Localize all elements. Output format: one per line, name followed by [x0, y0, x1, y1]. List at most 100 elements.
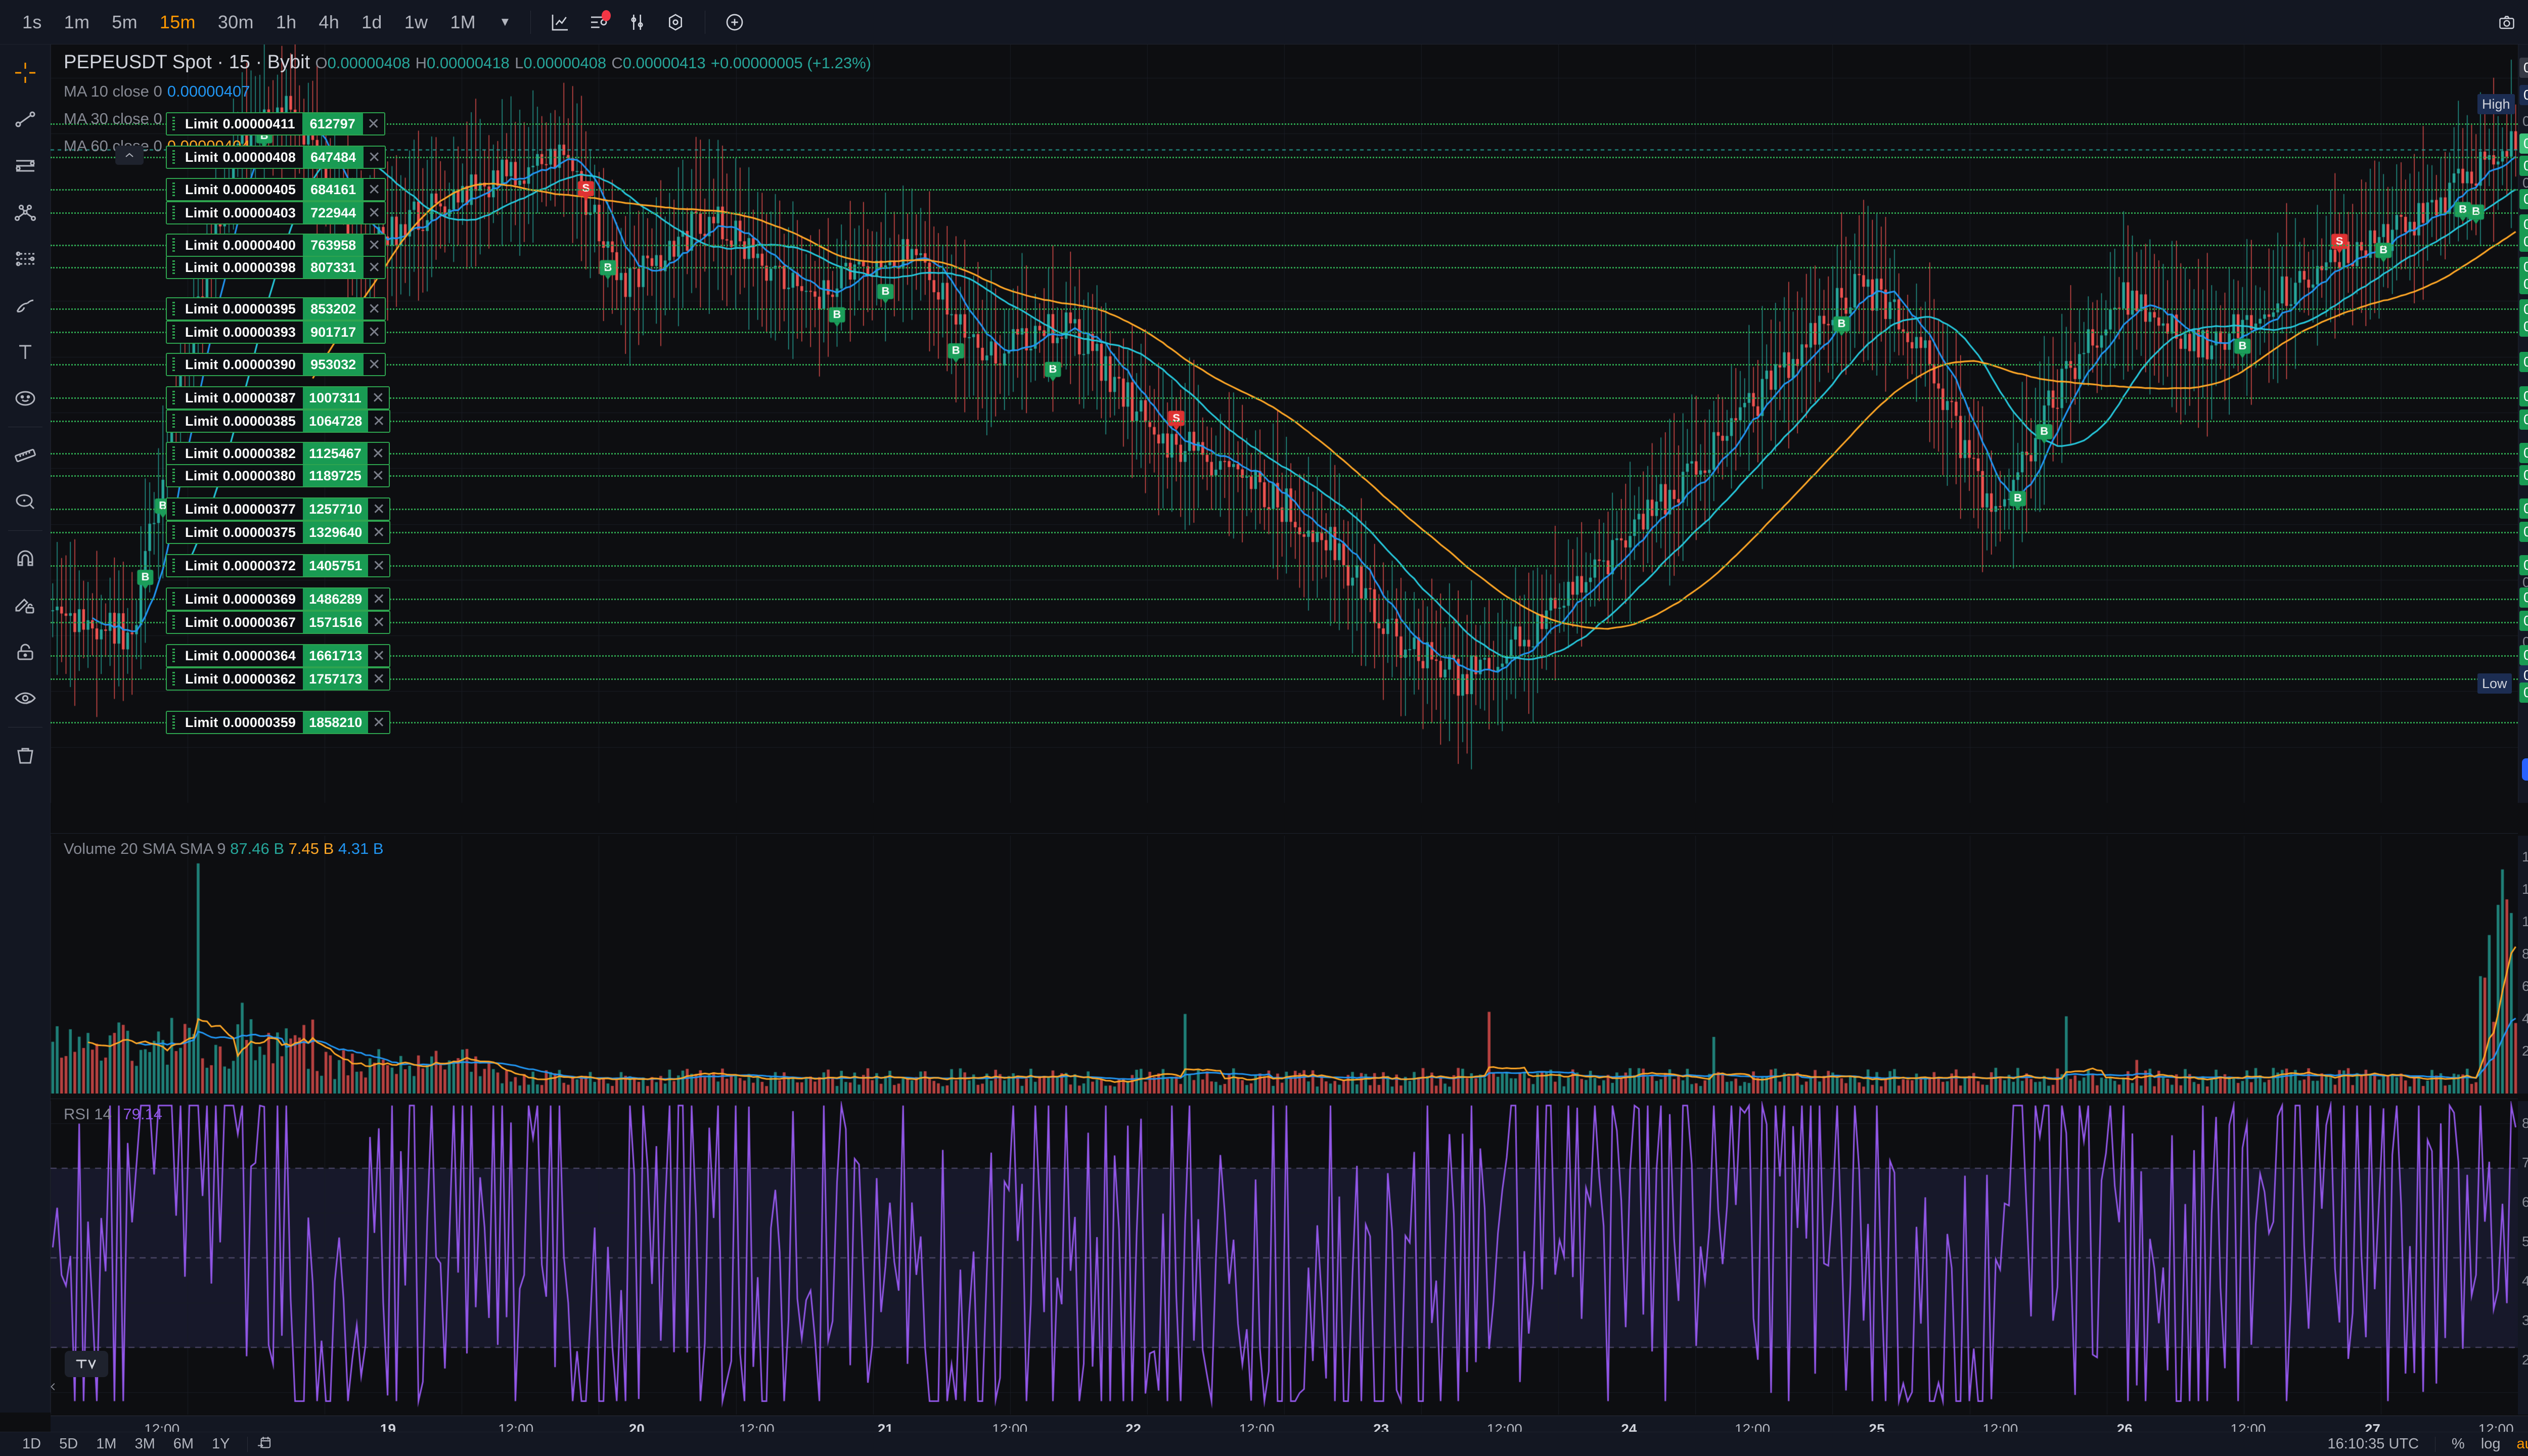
lock-icon[interactable]: [4, 629, 47, 675]
zoom-in-icon[interactable]: [4, 479, 47, 525]
limit-order-row[interactable]: Limit 0.00000403 722944 ✕: [166, 201, 386, 224]
chart-host[interactable]: PEPEUSDT Spot · 15 · Bybit O0.00000408 H…: [51, 44, 2528, 1415]
clock-label[interactable]: 16:10:35 UTC: [2327, 1436, 2419, 1452]
trend-line-icon[interactable]: [4, 96, 47, 143]
price-axis-pill[interactable]: 0.00000400: [2519, 257, 2528, 277]
order-cancel-icon[interactable]: ✕: [364, 298, 385, 320]
add-icon[interactable]: [715, 3, 754, 41]
order-cancel-icon[interactable]: ✕: [368, 498, 390, 520]
rsi-line-canvas[interactable]: [51, 1101, 2518, 1415]
range-3M[interactable]: 3M: [134, 1436, 155, 1452]
timeframe-1w[interactable]: 1w: [404, 11, 428, 32]
order-cancel-icon[interactable]: ✕: [364, 354, 385, 375]
price-axis-pill[interactable]: 0.00000413: [2519, 133, 2528, 154]
volume-histogram-canvas[interactable]: [51, 836, 2518, 1094]
price-candlestick-canvas[interactable]: [51, 44, 2518, 803]
limit-order-row[interactable]: Limit 0.00000377 1257710 ✕: [166, 497, 391, 521]
limit-order-row[interactable]: Limit 0.00000364 1661713 ✕: [166, 644, 391, 667]
range-5D[interactable]: 5D: [59, 1436, 78, 1452]
range-6M[interactable]: 6M: [173, 1436, 194, 1452]
timeframe-1M[interactable]: 1M: [450, 11, 476, 32]
indicators-icon[interactable]: [579, 3, 618, 41]
compare-icon[interactable]: [618, 3, 656, 41]
order-drag-handle[interactable]: [167, 645, 180, 666]
order-cancel-icon[interactable]: ✕: [364, 322, 385, 343]
price-axis-pill[interactable]: 0.00000387: [2519, 386, 2528, 406]
order-drag-handle[interactable]: [167, 113, 180, 134]
price-axis-pill[interactable]: 0.00000398: [2519, 274, 2528, 294]
price-axis-pill[interactable]: 0.00000403: [2519, 232, 2528, 252]
limit-order-row[interactable]: Limit 0.00000398 807331 ✕: [166, 256, 386, 279]
rsi-axis[interactable]: 80.00 70.00 60.00 50.00 40.00 30.00 20.00: [2518, 1101, 2528, 1415]
order-cancel-icon[interactable]: ✕: [363, 113, 384, 134]
timeframe-15m[interactable]: 15m: [159, 11, 196, 32]
order-drag-handle[interactable]: [167, 387, 180, 408]
order-cancel-icon[interactable]: ✕: [368, 555, 390, 576]
crosshair-icon[interactable]: [4, 50, 47, 96]
price-axis-pill[interactable]: 0.00000390: [2519, 352, 2528, 372]
limit-order-row[interactable]: Limit 0.00000382 1125467 ✕: [166, 442, 390, 465]
limit-order-row[interactable]: Limit 0.00000362 1757173 ✕: [166, 667, 391, 691]
limit-order-row[interactable]: Limit 0.00000393 901717 ✕: [166, 321, 386, 344]
price-axis-pill[interactable]: 0.00000395: [2519, 299, 2528, 320]
order-cancel-icon[interactable]: ✕: [368, 612, 390, 633]
price-axis-pill[interactable]: 0.00000405: [2519, 214, 2528, 235]
order-drag-handle[interactable]: [167, 411, 180, 432]
price-axis-pill[interactable]: 0.00000372: [2519, 555, 2528, 575]
timeframe-5m[interactable]: 5m: [112, 11, 138, 32]
price-axis-pill[interactable]: 0.00000375: [2519, 522, 2528, 542]
limit-order-row[interactable]: Limit 0.00000367 1571516 ✕: [166, 611, 391, 634]
order-drag-handle[interactable]: [167, 179, 180, 200]
limit-order-row[interactable]: Limit 0.00000405 684161 ✕: [166, 178, 386, 201]
magnet-icon[interactable]: [4, 536, 47, 582]
price-axis-pill[interactable]: 0.00000362: [2519, 682, 2528, 703]
pitchfork-icon[interactable]: [4, 189, 47, 236]
price-axis[interactable]: 0.00000420 0.00000418 0.00000415 0.00000413…: [2518, 44, 2528, 803]
order-drag-handle[interactable]: [167, 668, 180, 690]
order-cancel-icon[interactable]: ✕: [364, 257, 385, 278]
timeframe-1d[interactable]: 1d: [362, 11, 382, 32]
order-cancel-icon[interactable]: ✕: [367, 465, 389, 486]
order-cancel-icon[interactable]: ✕: [368, 522, 390, 543]
order-cancel-icon[interactable]: ✕: [364, 179, 385, 200]
legend-collapse-button[interactable]: [115, 146, 144, 165]
limit-order-row[interactable]: Limit 0.00000380 1189725 ✕: [166, 464, 390, 487]
order-drag-handle[interactable]: [167, 202, 180, 223]
timeframe-4h[interactable]: 4h: [319, 11, 340, 32]
fib-retracement-icon[interactable]: [4, 236, 47, 282]
volume-axis[interactable]: 140 B 120 B 100 B 80 B 60 B 40 B 20 B: [2518, 836, 2528, 1094]
log-scale-button[interactable]: log: [2480, 1436, 2501, 1452]
price-axis-pill[interactable]: 0.00000408: [2519, 189, 2528, 209]
order-cancel-icon[interactable]: ✕: [368, 645, 390, 666]
order-cancel-icon[interactable]: ✕: [364, 235, 385, 256]
timeframe-1h[interactable]: 1h: [276, 11, 297, 32]
order-drag-handle[interactable]: [167, 322, 180, 343]
pane-divider-1[interactable]: [51, 833, 2518, 834]
price-axis-pill[interactable]: 0.00000418: [2519, 85, 2528, 105]
price-axis-pill[interactable]: 0.00000380: [2519, 465, 2528, 485]
price-axis-pill[interactable]: 0.00000377: [2519, 498, 2528, 519]
rsi-pane[interactable]: RSI 14 79.14: [51, 1101, 2518, 1415]
brush-icon[interactable]: [4, 282, 47, 329]
order-cancel-icon[interactable]: ✕: [367, 387, 389, 408]
trash-icon[interactable]: [4, 733, 47, 779]
hide-drawings-icon[interactable]: [4, 675, 47, 722]
limit-order-row[interactable]: Limit 0.00000359 1858210 ✕: [166, 711, 391, 734]
order-drag-handle[interactable]: [167, 443, 180, 464]
order-cancel-icon[interactable]: ✕: [368, 411, 390, 432]
price-axis-pill[interactable]: 0.00000369: [2519, 587, 2528, 608]
order-drag-handle[interactable]: [167, 298, 180, 320]
drawing-mode-icon[interactable]: [4, 582, 47, 629]
order-cancel-icon[interactable]: ✕: [368, 668, 390, 690]
range-1Y[interactable]: 1Y: [212, 1436, 230, 1452]
limit-order-row[interactable]: Limit 0.00000411 612797 ✕: [166, 112, 385, 135]
timeframe-30m[interactable]: 30m: [217, 11, 254, 32]
limit-order-row[interactable]: Limit 0.00000372 1405751 ✕: [166, 554, 391, 577]
price-axis-pill[interactable]: 0.00000411: [2519, 156, 2528, 176]
percent-scale-button[interactable]: %: [2452, 1436, 2465, 1452]
price-axis-pill[interactable]: 0.00000385: [2519, 410, 2528, 430]
limit-order-row[interactable]: Limit 0.00000375 1329640 ✕: [166, 521, 391, 544]
camera-icon[interactable]: [2488, 3, 2526, 41]
order-drag-handle[interactable]: [167, 147, 180, 168]
settings-icon[interactable]: [656, 3, 695, 41]
